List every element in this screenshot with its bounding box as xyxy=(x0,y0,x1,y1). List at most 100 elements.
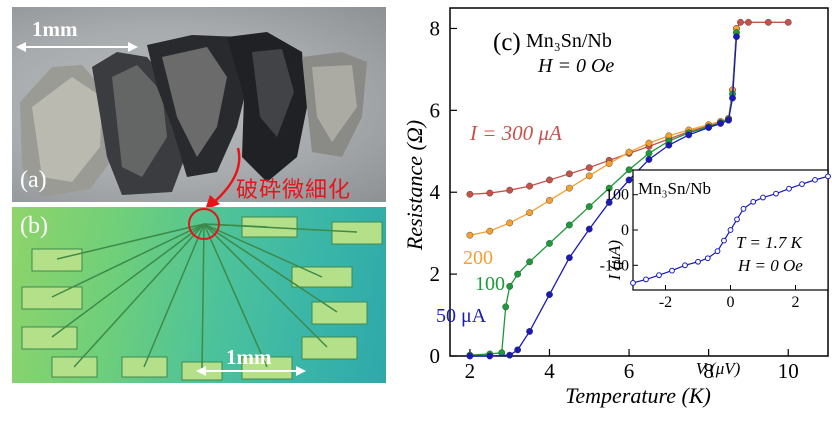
main-ylabel: Resistance (Ω) xyxy=(402,120,427,251)
resistance-chart: 2 4 6 8 10 0 2 4 6 8 (c) Mn₃Sn/Nb H = 0 Oe I = 30… xyxy=(398,0,832,416)
data-point xyxy=(605,199,613,206)
panel-c-label: (c) xyxy=(493,29,521,56)
data-point xyxy=(565,221,573,229)
data-point xyxy=(585,172,593,180)
x-tick-label: 2 xyxy=(465,359,476,383)
inset-ylabel: I (μA) xyxy=(605,240,624,281)
data-point xyxy=(486,352,494,360)
panel-a-label: (a) xyxy=(20,167,47,193)
data-point xyxy=(585,225,593,233)
inset-y-tick-label: 0 xyxy=(621,222,629,239)
series-label-100: 100 xyxy=(475,273,505,295)
data-point xyxy=(645,156,653,163)
data-point xyxy=(506,219,514,227)
y-tick-label: 2 xyxy=(430,262,441,286)
x-tick-label: 8 xyxy=(703,359,714,383)
annotation-text: 破砕微細化 xyxy=(236,178,352,203)
inset-y-tick-label: 100 xyxy=(605,187,629,204)
data-point xyxy=(725,116,732,124)
inset-data-point xyxy=(734,216,740,223)
y-tick-label: 6 xyxy=(430,98,441,122)
data-point xyxy=(764,18,772,26)
data-point xyxy=(565,254,573,262)
inset-x-tick-label: 2 xyxy=(792,294,800,311)
inset-data-point xyxy=(773,190,779,197)
inset-data-point xyxy=(786,185,792,192)
inset-data-point xyxy=(643,276,649,283)
data-point xyxy=(546,197,553,204)
inset-data-point xyxy=(740,205,747,212)
inset-x-tick-label: 0 xyxy=(727,294,735,311)
y-tick-label: 4 xyxy=(430,180,441,204)
data-point xyxy=(625,176,633,184)
inset-y-tick-label: -100 xyxy=(600,257,629,274)
inset-annotation-line1: T = 1.7 K xyxy=(736,233,804,252)
data-point xyxy=(733,33,740,41)
data-point xyxy=(585,203,593,210)
data-point xyxy=(486,227,494,235)
data-point xyxy=(737,18,744,26)
series-label-200: 200 xyxy=(463,247,493,269)
data-point xyxy=(565,170,573,178)
main-xlabel: Temperature (K) xyxy=(565,383,711,408)
data-point xyxy=(546,240,553,247)
data-point xyxy=(466,352,474,360)
inset-data-point xyxy=(721,237,727,244)
inset-data-point xyxy=(695,258,701,265)
data-point xyxy=(625,148,633,156)
data-point xyxy=(585,164,593,172)
inset-data-point xyxy=(760,194,766,201)
inset-title: Mn₃Sn/Nb xyxy=(638,179,711,198)
inset-data-point xyxy=(656,272,662,279)
inset-data-point xyxy=(714,248,721,255)
data-point xyxy=(486,189,494,197)
inset-data-point xyxy=(682,262,688,269)
data-point xyxy=(565,184,573,192)
data-point xyxy=(605,184,613,192)
inset-data-point xyxy=(630,280,636,286)
data-point xyxy=(514,346,522,354)
series-label-50: 50 μA xyxy=(436,305,487,327)
x-tick-label: 10 xyxy=(778,359,799,383)
inset-xlabel: V (μV) xyxy=(696,359,741,378)
y-tick-label: 8 xyxy=(430,16,441,40)
scale-bar-b-label: 1mm xyxy=(226,345,272,369)
crystal-fragments-illustration xyxy=(20,32,367,197)
photo-panel-b: (b) 1mm xyxy=(12,207,386,383)
data-point xyxy=(645,149,653,157)
panel-b-label: (b) xyxy=(20,213,48,239)
data-point xyxy=(705,124,713,131)
inset-data-point xyxy=(812,176,818,183)
electrode-pattern-illustration xyxy=(21,208,383,381)
data-point xyxy=(526,258,533,266)
data-point xyxy=(546,291,553,298)
x-tick-label: 6 xyxy=(624,359,635,383)
data-point xyxy=(466,231,474,239)
y-tick-label: 0 xyxy=(430,344,441,368)
data-point xyxy=(506,282,514,290)
data-point xyxy=(514,270,522,278)
data-point xyxy=(784,18,792,26)
data-point xyxy=(717,120,724,127)
data-point xyxy=(665,141,673,149)
main-title-line1: Mn₃Sn/Nb xyxy=(526,30,612,52)
data-point xyxy=(526,328,533,335)
data-point xyxy=(685,131,693,139)
data-point xyxy=(546,176,553,184)
data-point xyxy=(502,303,510,311)
series-label-300: I = 300 μA xyxy=(469,121,562,145)
data-point xyxy=(506,186,514,194)
inset-data-point xyxy=(750,198,757,205)
data-point xyxy=(625,166,633,174)
inset-data-point xyxy=(727,227,734,233)
data-point xyxy=(466,190,474,198)
inset-x-tick-label: -2 xyxy=(659,294,672,311)
data-point xyxy=(729,94,736,102)
data-point xyxy=(645,139,653,147)
inset-data-point xyxy=(825,173,831,180)
data-point xyxy=(526,209,533,217)
inset-data-point xyxy=(669,267,675,274)
inset-data-point xyxy=(799,181,805,188)
